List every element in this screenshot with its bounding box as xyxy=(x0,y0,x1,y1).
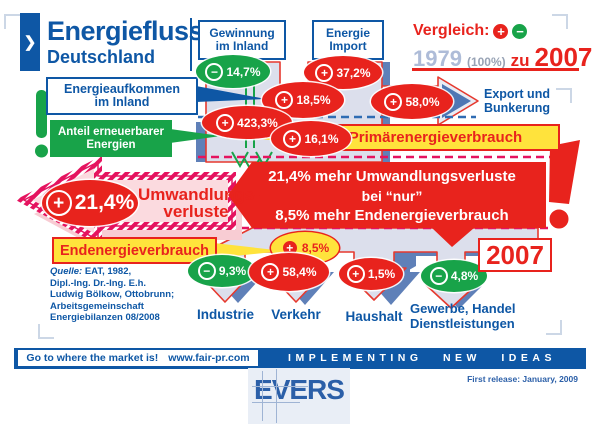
banner-line-3: 8,5% mehr Endenergieverbrauch xyxy=(275,207,509,224)
logo-draft-line xyxy=(276,369,277,423)
badge-value: 58,4% xyxy=(282,265,317,279)
comparison-connector: zu xyxy=(510,51,530,70)
plus-icon: + xyxy=(493,23,509,39)
source-line: Dipl.-Ing. Dr.-Ing. E.h. xyxy=(50,277,147,289)
badge-haushalt: + 1,5% xyxy=(339,258,403,290)
page-subtitle: Deutschland xyxy=(47,47,156,67)
sector-haushalt: Haushalt xyxy=(345,309,403,324)
message-banner xyxy=(228,162,546,247)
evers-logo-panel xyxy=(248,368,350,424)
plus-icon: + xyxy=(275,91,294,109)
badge-value: 37,2% xyxy=(336,65,371,80)
sector-verkehr: Verkehr xyxy=(271,307,321,322)
logo-draft-line xyxy=(252,386,308,387)
badge-primaer: + 16,1% xyxy=(271,121,351,156)
crop-mark-icon xyxy=(552,14,568,29)
plus-icon: + xyxy=(346,265,365,283)
badge-gewinnung: − 14,7% xyxy=(196,55,270,88)
comparison-header: Vergleich: + − xyxy=(413,22,528,40)
release-note: First release: January, 2009 xyxy=(467,374,578,384)
node-endenergieverbrauch: Endenergieverbrauch xyxy=(52,237,217,264)
crop-mark-icon xyxy=(4,14,20,29)
plus-icon: + xyxy=(283,129,302,148)
badge-import: + 37,2% xyxy=(304,56,382,89)
comparison-underline xyxy=(412,68,579,71)
plus-icon: + xyxy=(45,190,72,216)
source-text: EAT, 1982, xyxy=(84,266,132,277)
node-primaerenergieverbrauch: Primärenergieverbrauch xyxy=(311,124,560,151)
plus-icon: + xyxy=(261,263,280,281)
page-title: Energiefluss xyxy=(47,16,204,46)
callout-erneuerbar xyxy=(170,129,221,143)
base-year: 1979 xyxy=(413,46,462,71)
crop-mark-icon xyxy=(556,88,572,103)
node-erneuerbare: Anteil erneuerbarer Energien xyxy=(50,120,172,157)
plus-icon: + xyxy=(384,92,403,111)
badge-erneuerbar: + 423,3% xyxy=(202,106,292,139)
callout-endenergie xyxy=(214,243,284,258)
footer-cta: Go to where the market is! www.fair-pr.c… xyxy=(18,350,258,366)
source-block: Quelle: EAT, 1982, Dipl.-Ing. Dr.-Ing. E… xyxy=(50,266,215,324)
badge-industrie: − 9,3% xyxy=(188,255,256,287)
crop-mark-icon xyxy=(38,324,54,339)
badge-export: + 58,0% xyxy=(371,84,453,119)
badge-value: 9,3% xyxy=(218,264,247,278)
footer-url-link[interactable]: www.fair-pr.com xyxy=(168,352,250,364)
badge-value: 423,3% xyxy=(237,115,278,130)
node-energieaufkommen: Energieaufkommen im Inland xyxy=(46,77,198,115)
comparison-years: 1979 (100%) zu 2007 xyxy=(413,42,592,73)
logo-draft-line xyxy=(252,402,300,403)
banner-line-1: 21,4% mehr Umwandlungsverluste xyxy=(268,168,516,185)
node-energie-import: Energie Import xyxy=(312,20,384,60)
banner-line-2: bei “nur” xyxy=(361,187,423,204)
logo-draft-line xyxy=(262,371,263,421)
footer-cta-text: Go to where the market is! xyxy=(26,352,159,364)
node-gewinnung: Gewinnung im Inland xyxy=(198,20,286,60)
exclamation-red-icon xyxy=(546,140,580,232)
sector-gewerbe: Gewerbe, Handel Dienstleistungen xyxy=(410,301,516,331)
comparison-label: Vergleich: xyxy=(413,22,490,39)
callout-aufkommen xyxy=(196,86,266,102)
minus-icon: − xyxy=(205,62,224,81)
minus-icon: − xyxy=(512,23,528,39)
source-line: Ludwig Bölkow, Ottobrunn; xyxy=(50,289,175,300)
source-line: Quelle: EAT, 1982, xyxy=(50,266,215,278)
minus-icon: − xyxy=(429,267,448,285)
header-chevron-icon: ❯ xyxy=(20,13,40,71)
badge-value: 4,8% xyxy=(450,269,479,283)
sector-industrie: Industrie xyxy=(196,307,254,322)
message-banner-text: 21,4% mehr Umwandlungsverluste bei “nur”… xyxy=(244,167,540,226)
plus-icon: + xyxy=(315,63,334,82)
base-year-note: (100%) xyxy=(466,55,506,69)
badge-value: 21,4% xyxy=(74,191,135,214)
header-divider xyxy=(190,18,192,71)
exclamation-green-icon xyxy=(35,90,48,158)
badge-value: 14,7% xyxy=(226,64,261,79)
source-label: Quelle: xyxy=(50,266,83,277)
umwandlung-label: Umwandlungs- verluste xyxy=(138,185,260,221)
badge-verkehr: + 58,4% xyxy=(249,253,329,291)
source-line: Arbeitsgemeinschaft xyxy=(50,300,144,312)
badge-value: 1,5% xyxy=(367,267,396,281)
badge-umwandlung: + 21,4% xyxy=(42,180,138,226)
badge-value: 58,0% xyxy=(405,94,440,109)
crop-mark-icon xyxy=(546,320,562,335)
evers-logo: EVERS xyxy=(254,374,345,405)
minus-icon: − xyxy=(197,262,216,280)
source-line: Energiebilanzen 08/2008 xyxy=(50,312,160,323)
badge-value: 16,1% xyxy=(304,131,339,146)
plus-icon: + xyxy=(216,113,235,132)
badge-value: 18,5% xyxy=(296,93,331,107)
badge-value: 8,5% xyxy=(301,241,330,255)
target-year: 2007 xyxy=(534,42,593,72)
year-2007-box: 2007 xyxy=(478,238,552,272)
footer-slogan: IMPLEMENTING NEW IDEAS xyxy=(288,352,556,364)
badge-gewerbe: − 4,8% xyxy=(421,260,487,292)
export-label: Export und Bunkerung xyxy=(484,87,550,115)
